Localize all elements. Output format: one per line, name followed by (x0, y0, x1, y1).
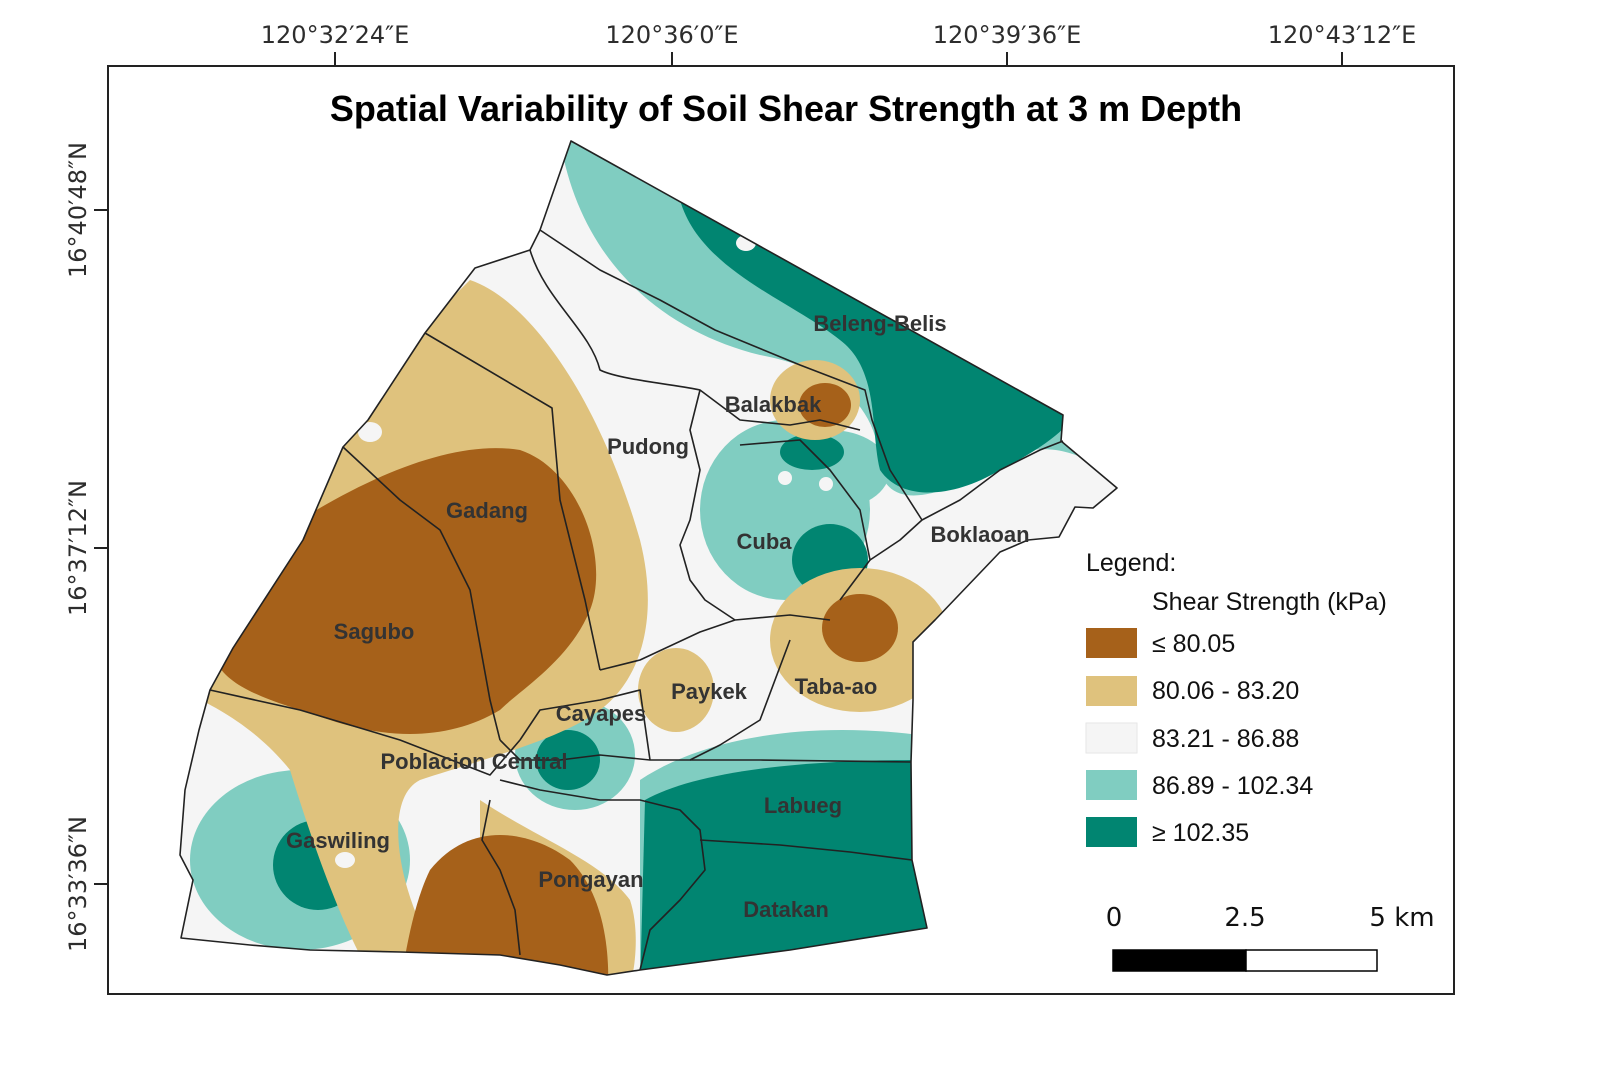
barangay-label: Pongayan (538, 867, 643, 892)
map-title: Spatial Variability of Soil Shear Streng… (330, 88, 1242, 129)
barangay-label: Boklaoan (930, 522, 1029, 547)
frame-ticks (94, 52, 1343, 885)
legend-swatch (1086, 628, 1137, 658)
barangay-label: Cuba (737, 529, 793, 554)
legend-class-label: 80.06 - 83.20 (1152, 677, 1299, 705)
barangay-label: Poblacion Central (380, 749, 567, 774)
scale-label: 0 (1106, 903, 1123, 933)
barangay-boundaries (179, 140, 1118, 976)
longitude-label: 120°32′24″E (261, 21, 409, 49)
legend-class-label: 86.89 - 102.34 (1152, 772, 1313, 800)
barangay-label: Sagubo (334, 619, 415, 644)
legend-subheading: Shear Strength (kPa) (1152, 588, 1387, 616)
latitude-label: 16°33′36″N (64, 816, 92, 952)
legend: Legend: Shear Strength (kPa) ≤ 80.05 80.… (1085, 549, 1387, 847)
legend-heading: Legend: (1086, 549, 1176, 577)
barangay-label: Beleng-Belis (813, 311, 946, 336)
longitude-label: 120°39′36″E (933, 21, 1081, 49)
barangay-label: Datakan (743, 897, 829, 922)
scale-label: 2.5 (1224, 903, 1265, 933)
legend-class-label: ≥ 102.35 (1152, 819, 1249, 847)
barangay-label: Gadang (446, 498, 528, 523)
legend-class-label: ≤ 80.05 (1152, 630, 1235, 658)
barangay-label: Cayapes (556, 701, 647, 726)
barangay-label: Taba-ao (795, 674, 878, 699)
barangay-label: Pudong (607, 434, 689, 459)
scale-bar: 0 2.5 5 km (1106, 903, 1435, 972)
legend-swatch (1086, 770, 1137, 800)
latitude-label: 16°37′12″N (64, 480, 92, 616)
longitude-label: 120°36′0″E (605, 21, 738, 49)
barangay-label: Gaswiling (286, 828, 390, 853)
legend-class-label: 83.21 - 86.88 (1152, 725, 1299, 753)
barangay-labels: Beleng-Belis Balakbak Pudong Gadang Cuba… (286, 311, 1029, 922)
barangay-label: Balakbak (725, 392, 822, 417)
legend-swatch (1086, 676, 1137, 706)
scale-segment-white (1245, 949, 1378, 972)
barangay-label: Labueg (764, 793, 842, 818)
longitude-label: 120°43′12″E (1268, 21, 1416, 49)
barangay-label: Paykek (671, 679, 748, 704)
latitude-label: 16°40′48″N (64, 142, 92, 278)
scale-label: 5 km (1369, 903, 1434, 933)
legend-swatch (1086, 817, 1137, 847)
scale-segment-black (1112, 949, 1247, 972)
legend-swatch (1085, 722, 1138, 754)
